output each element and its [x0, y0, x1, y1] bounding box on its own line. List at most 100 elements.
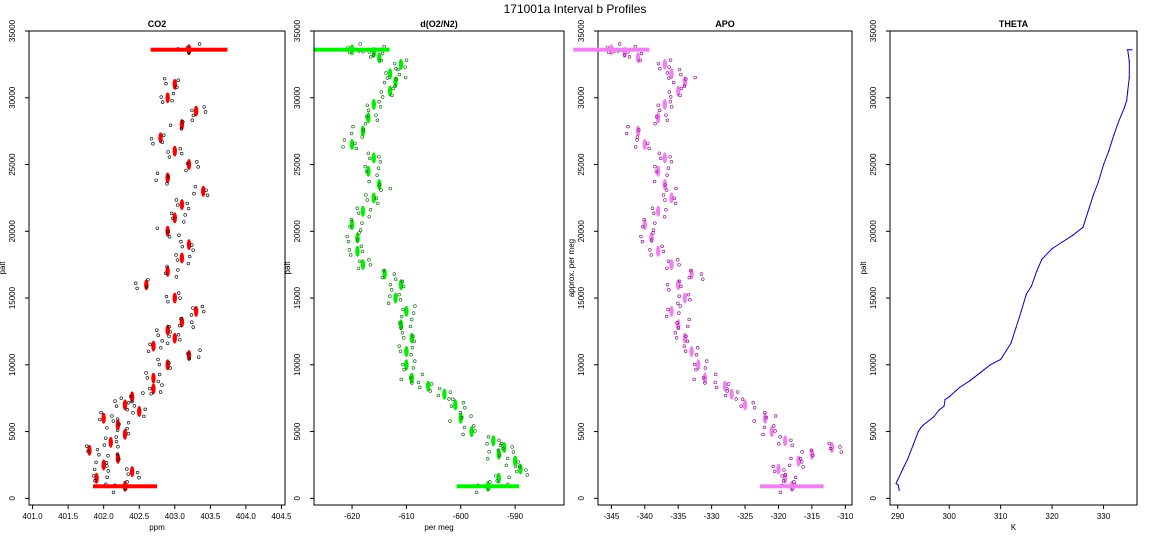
do2n2-sample-point	[504, 463, 509, 468]
co2-data-point	[172, 78, 177, 90]
do2n2-sample-point	[392, 272, 397, 276]
do2n2-sample-point	[378, 105, 383, 109]
do2n2-data-point	[387, 68, 393, 80]
do2n2-data-point	[496, 472, 501, 484]
apo-data-point	[669, 305, 674, 317]
co2-sample-point	[114, 439, 119, 444]
apo-sample-point	[692, 377, 696, 382]
do2n2-sample-point	[365, 103, 369, 107]
co2-sample-point	[105, 475, 109, 480]
co2-sample-point	[191, 113, 196, 118]
theta-x-tick-label: 330	[1097, 512, 1111, 521]
do2n2-sample-point	[385, 76, 390, 80]
apo-sample-point	[668, 58, 673, 62]
co2-sample-point	[99, 410, 103, 415]
apo-sample-point	[782, 468, 786, 472]
do2n2-sample-point	[448, 419, 452, 423]
co2-sample-point	[190, 108, 194, 113]
do2n2-sample-point	[351, 124, 355, 129]
do2n2-sample-point	[390, 288, 394, 292]
apo-sample-point	[798, 457, 803, 461]
apo-sample-point	[665, 314, 669, 319]
co2-sample-point	[148, 342, 152, 347]
co2-sample-point	[178, 296, 182, 300]
co2-data-point	[137, 406, 142, 418]
apo-sample-point	[703, 381, 707, 385]
co2-data-point	[172, 145, 177, 157]
co2-sample-point	[144, 285, 149, 289]
apo-data-point	[782, 435, 788, 447]
do2n2-sample-point	[420, 372, 425, 377]
co2-x-tick-label: 402.5	[129, 512, 150, 521]
do2n2-data-point	[491, 435, 496, 447]
do2n2-sample-point	[346, 239, 351, 244]
theta-data-point	[907, 457, 909, 459]
apo-sample-point	[665, 266, 669, 270]
apo-sample-point	[752, 419, 756, 423]
do2n2-chart-title: d(O2/N2)	[420, 19, 458, 29]
do2n2-sample-point	[398, 321, 402, 325]
apo-sample-point	[673, 331, 677, 335]
co2-sample-point	[186, 261, 191, 266]
co2-dense-sample-band	[93, 484, 157, 489]
co2-sample-point	[165, 182, 169, 186]
apo-y-tick-label: 0	[577, 496, 586, 501]
do2n2-sample-point	[398, 349, 403, 353]
apo-sample-point	[673, 201, 678, 206]
do2n2-data-point	[404, 359, 409, 371]
do2n2-sample-point	[458, 410, 463, 415]
do2n2-data-point	[469, 426, 474, 438]
figure-title: 171001a Interval b Profiles	[504, 2, 647, 16]
do2n2-sample-point	[367, 258, 371, 262]
do2n2-y-tick-label: 15000	[293, 286, 302, 309]
do2n2-data-point	[371, 152, 376, 164]
do2n2-sample-point	[525, 473, 529, 477]
co2-x-tick-label: 404.5	[271, 512, 292, 521]
apo-sample-point	[679, 284, 683, 289]
apo-sample-point	[800, 450, 804, 454]
theta-data-point	[912, 444, 914, 446]
co2-sample-point	[176, 291, 181, 295]
co2-sample-point	[177, 323, 182, 328]
theta-data-point	[1131, 49, 1133, 51]
apo-sample-point	[668, 155, 672, 159]
apo-sample-point	[656, 61, 661, 66]
co2-sample-point	[171, 216, 175, 221]
apo-data-point	[676, 85, 681, 97]
co2-sample-point	[169, 211, 174, 216]
co2-sample-point	[191, 306, 195, 310]
co2-sample-point	[163, 271, 168, 276]
apo-sample-point	[696, 346, 700, 350]
theta-data-point	[1087, 210, 1089, 212]
co2-sample-point	[114, 435, 118, 439]
do2n2-sample-point	[367, 215, 371, 219]
do2n2-y-axis-label: palt	[283, 261, 292, 275]
co2-sample-point	[145, 376, 150, 380]
apo-sample-point	[640, 239, 645, 244]
co2-sample-point	[98, 417, 102, 422]
do2n2-y-tick-label: 25000	[293, 153, 302, 176]
co2-y-tick-label: 35000	[8, 19, 17, 42]
co2-sample-point	[125, 480, 129, 484]
co2-sample-point	[174, 275, 179, 279]
theta-data-point	[1097, 181, 1100, 183]
do2n2-x-tick-label: -620	[344, 512, 361, 521]
co2-sample-point	[176, 268, 180, 272]
theta-x-tick-label: 310	[994, 512, 1008, 521]
co2-y-tick-label: 15000	[8, 286, 17, 309]
theta-data-point	[922, 424, 925, 426]
co2-x-tick-label: 401.5	[58, 512, 79, 521]
co2-sample-point	[176, 78, 180, 82]
apo-sample-point	[653, 121, 657, 126]
apo-sample-point	[641, 224, 645, 229]
apo-sample-point	[672, 196, 676, 201]
apo-sample-point	[751, 400, 755, 405]
do2n2-sample-point	[354, 146, 359, 151]
theta-data-point	[1128, 61, 1130, 63]
do2n2-x-tick-label: -600	[453, 512, 470, 521]
apo-sample-point	[677, 311, 681, 315]
co2-sample-point	[160, 339, 164, 343]
do2n2-data-point	[366, 112, 371, 124]
co2-sample-point	[168, 366, 172, 370]
co2-sample-point	[151, 142, 155, 146]
